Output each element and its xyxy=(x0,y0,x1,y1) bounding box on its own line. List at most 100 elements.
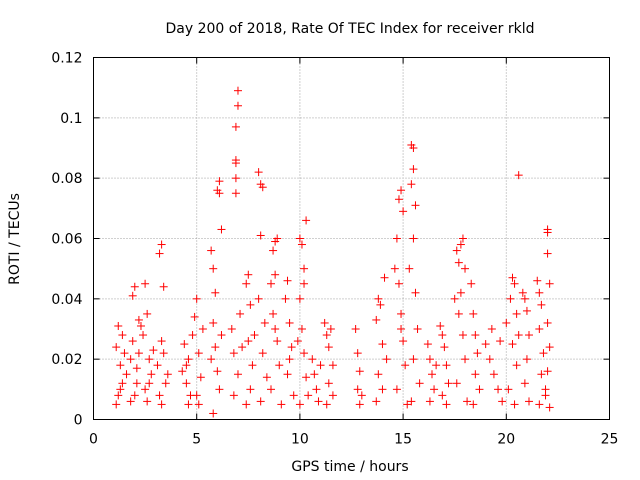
data-point xyxy=(118,331,127,340)
data-point xyxy=(192,391,201,400)
data-point xyxy=(244,337,253,346)
data-point xyxy=(310,370,319,379)
data-point xyxy=(114,321,123,330)
data-point xyxy=(494,385,503,394)
y-tick-label: 0.06 xyxy=(51,232,82,248)
data-point xyxy=(403,400,412,409)
data-point xyxy=(533,276,542,285)
data-point xyxy=(287,343,296,352)
data-point xyxy=(510,400,519,409)
data-point xyxy=(351,325,360,333)
data-point xyxy=(324,379,333,388)
data-point xyxy=(481,340,490,349)
data-point xyxy=(248,361,257,370)
data-point xyxy=(116,385,125,394)
data-point xyxy=(432,361,441,370)
data-point xyxy=(145,355,154,364)
data-point xyxy=(116,361,125,370)
data-point xyxy=(458,331,467,340)
data-point xyxy=(436,321,445,330)
data-point xyxy=(514,331,523,340)
data-point xyxy=(423,340,432,349)
data-point xyxy=(469,309,478,318)
data-point xyxy=(514,171,523,180)
data-point xyxy=(295,400,304,409)
data-point xyxy=(118,379,127,388)
data-point xyxy=(126,355,135,364)
data-point xyxy=(198,325,207,333)
data-point xyxy=(215,177,224,186)
data-point xyxy=(397,325,406,333)
data-point xyxy=(469,400,478,409)
data-point xyxy=(194,349,203,358)
data-point xyxy=(450,294,459,303)
data-point xyxy=(444,379,453,388)
data-point xyxy=(300,349,309,358)
x-axis-label: GPS time / hours xyxy=(291,459,408,475)
data-point xyxy=(128,291,137,300)
data-point xyxy=(411,201,420,210)
data-point xyxy=(159,282,168,291)
data-point xyxy=(209,264,218,273)
data-point xyxy=(372,315,381,324)
data-point xyxy=(525,331,534,340)
x-tick-label: 10 xyxy=(291,432,309,448)
data-point xyxy=(231,189,240,198)
data-point xyxy=(182,361,191,370)
data-point xyxy=(130,391,139,400)
data-point xyxy=(399,337,408,346)
data-point xyxy=(236,309,245,318)
data-point xyxy=(295,294,304,303)
data-point xyxy=(132,364,141,373)
data-point xyxy=(159,349,168,358)
data-point xyxy=(242,400,251,409)
y-tick-label: 0.1 xyxy=(60,111,82,127)
data-point xyxy=(461,264,470,273)
data-point xyxy=(409,234,418,243)
data-point xyxy=(256,231,265,240)
data-point xyxy=(535,288,544,297)
data-point xyxy=(192,294,201,303)
data-point xyxy=(267,385,276,394)
data-point xyxy=(262,373,271,382)
data-point xyxy=(143,397,152,406)
data-point xyxy=(122,370,131,379)
data-point xyxy=(545,403,554,412)
data-point xyxy=(141,279,150,288)
data-point xyxy=(512,309,521,318)
data-point xyxy=(308,355,317,364)
data-point xyxy=(194,400,203,409)
data-point xyxy=(254,294,263,303)
data-point xyxy=(545,279,554,288)
data-point xyxy=(207,246,216,255)
data-point xyxy=(233,370,242,379)
data-point xyxy=(506,294,515,303)
data-point xyxy=(269,309,278,318)
data-point xyxy=(217,225,226,234)
data-point xyxy=(114,391,123,400)
data-point xyxy=(143,309,152,318)
data-point xyxy=(141,385,150,394)
data-point xyxy=(430,385,439,394)
data-point xyxy=(374,294,383,303)
data-point xyxy=(300,264,309,273)
data-point xyxy=(147,370,156,379)
data-point xyxy=(409,355,418,364)
data-point xyxy=(273,234,282,243)
x-tick-label: 20 xyxy=(497,432,515,448)
data-point xyxy=(535,400,544,409)
data-point xyxy=(258,183,267,192)
data-point xyxy=(273,337,282,346)
data-point xyxy=(487,325,496,333)
data-point xyxy=(196,373,205,382)
data-point xyxy=(250,331,259,340)
data-point xyxy=(409,165,418,174)
data-point xyxy=(285,355,294,364)
data-point xyxy=(454,258,463,267)
data-point xyxy=(209,318,218,327)
data-point xyxy=(126,397,135,406)
data-point xyxy=(504,385,513,394)
data-point xyxy=(184,355,193,364)
data-point xyxy=(355,400,364,409)
data-point xyxy=(543,228,552,237)
